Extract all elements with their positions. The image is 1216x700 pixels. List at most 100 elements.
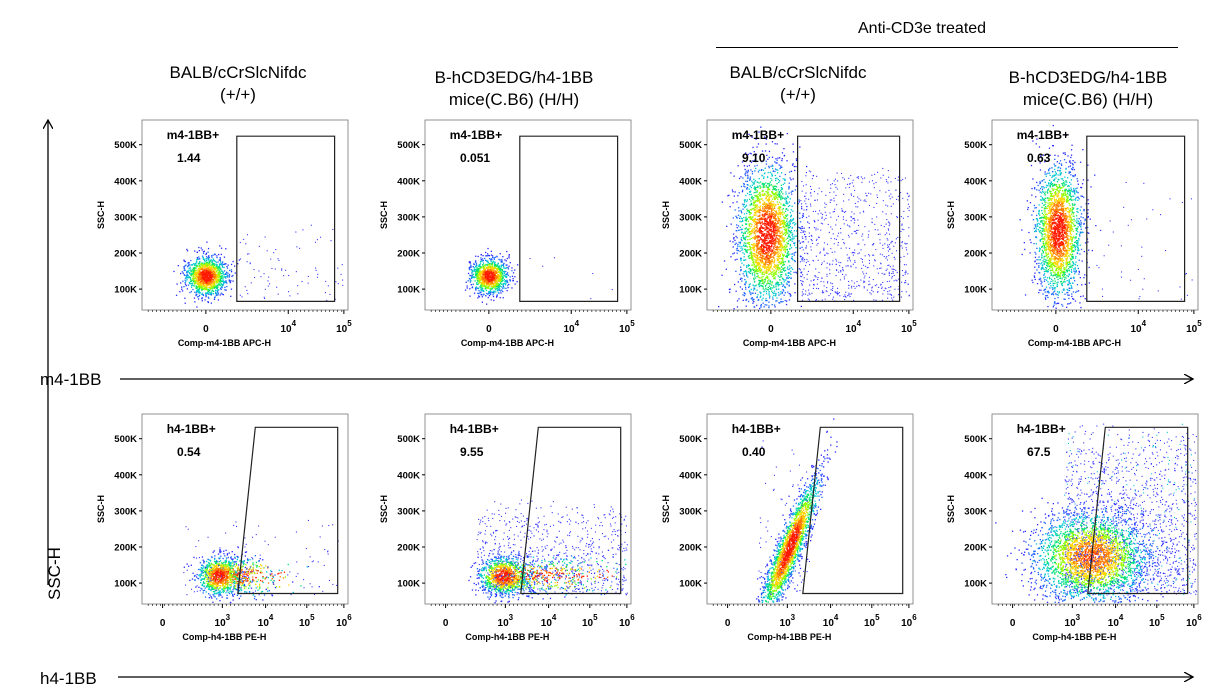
event-dot: [774, 259, 776, 261]
event-dot: [772, 216, 775, 218]
event-dot: [209, 260, 211, 262]
event-dot: [485, 274, 487, 277]
event-dot: [786, 224, 789, 226]
event-dot: [205, 281, 208, 284]
event-dot: [744, 201, 746, 203]
event-dot: [206, 259, 208, 261]
event-dot: [490, 250, 492, 252]
event-dot: [474, 287, 477, 290]
gate-polygon[interactable]: [519, 135, 619, 302]
event-dot: [486, 283, 488, 285]
event-dot: [199, 266, 201, 268]
event-dot: [767, 221, 770, 224]
event-dot: [254, 277, 256, 279]
event-dot: [248, 253, 250, 255]
event-dot: [199, 279, 201, 281]
event-dot: [770, 184, 773, 186]
event-dot: [774, 174, 776, 177]
event-dot: [762, 266, 764, 268]
event-dot: [766, 288, 768, 291]
event-dot: [209, 261, 211, 263]
event-dot: [748, 242, 750, 244]
event-dot: [477, 277, 480, 279]
event-dot: [750, 218, 752, 220]
event-dot: [488, 295, 491, 297]
event-dot: [482, 255, 484, 257]
event-dot: [734, 259, 736, 261]
event-dot: [498, 265, 500, 267]
event-dot: [772, 298, 774, 300]
event-dot: [512, 278, 514, 280]
event-dot: [207, 272, 210, 274]
event-dot: [773, 266, 775, 269]
event-dot: [503, 266, 505, 268]
event-dot: [218, 283, 220, 285]
event-dot: [795, 158, 798, 160]
event-dot: [748, 216, 750, 219]
event-dot: [330, 240, 332, 242]
event-dot: [487, 274, 490, 276]
column-title-2-line1: B-hCD3EDG/h4-1BB: [434, 68, 594, 87]
event-dot: [184, 282, 186, 284]
event-dot: [186, 274, 188, 276]
event-dot: [208, 275, 210, 278]
event-dot: [214, 253, 216, 255]
event-dot: [808, 227, 810, 229]
event-dot: [480, 275, 483, 277]
event-dot: [195, 280, 197, 282]
event-dot: [213, 278, 215, 280]
event-dot: [744, 199, 746, 201]
event-dot: [184, 302, 186, 304]
event-dot: [761, 276, 763, 278]
event-dot: [746, 200, 748, 203]
event-dot: [481, 276, 483, 278]
event-dot: [192, 263, 195, 265]
event-dot: [766, 243, 769, 245]
event-dot: [756, 222, 758, 225]
event-dot: [491, 268, 493, 270]
event-dot: [771, 273, 773, 276]
event-dot: [794, 169, 796, 172]
event-dot: [494, 266, 497, 268]
event-dot: [199, 273, 201, 275]
event-dot: [480, 293, 482, 296]
gate-polygon[interactable]: [236, 135, 336, 302]
event-dot: [484, 277, 486, 279]
event-dot: [186, 248, 188, 251]
event-dot: [742, 248, 744, 250]
event-dot: [200, 268, 202, 270]
event-dot: [203, 269, 206, 272]
event-dot: [216, 255, 218, 257]
event-dot: [758, 242, 760, 244]
event-dot: [197, 258, 199, 261]
event-dot: [770, 246, 772, 248]
event-dot: [783, 269, 785, 271]
event-dot: [220, 268, 222, 271]
event-dot: [744, 232, 746, 234]
event-dot: [266, 250, 268, 252]
event-dot: [499, 288, 501, 290]
event-dot: [805, 236, 807, 238]
event-dot: [222, 280, 224, 283]
event-dot: [495, 264, 497, 266]
event-dot: [216, 287, 218, 289]
event-dot: [763, 210, 765, 213]
event-dot: [215, 271, 217, 273]
event-dot: [481, 278, 483, 280]
event-dot: [238, 259, 240, 261]
event-dot: [760, 306, 762, 308]
event-dot: [219, 263, 221, 265]
event-dot: [499, 269, 501, 271]
event-dot: [781, 158, 783, 160]
event-dot: [487, 268, 489, 270]
event-dot: [767, 259, 769, 261]
event-dot: [779, 254, 782, 256]
event-dot: [498, 289, 501, 291]
event-dot: [769, 221, 771, 223]
event-dot: [479, 268, 481, 270]
event-dot: [213, 286, 215, 288]
event-dot: [483, 284, 485, 286]
event-dot: [782, 264, 784, 266]
event-dot: [201, 298, 203, 300]
event-dot: [494, 264, 496, 267]
